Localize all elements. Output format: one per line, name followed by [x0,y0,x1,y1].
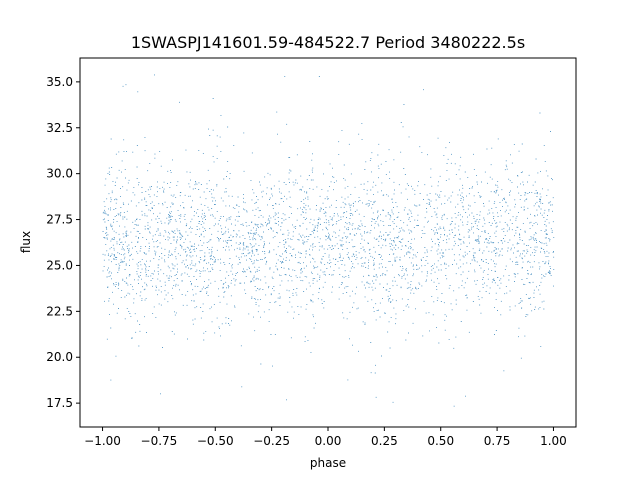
y-tick-label: 20.0 [46,350,73,364]
x-axis: −1.00 −0.75 −0.50 −0.25 0.00 0.25 0.50 0.75 1.00 [84,427,567,448]
x-tick-label: −0.75 [141,434,178,448]
x-axis-label: phase [310,456,346,470]
scatter-points [102,74,555,407]
y-tick-label: 32.5 [46,121,73,135]
x-tick-label: 0.50 [427,434,454,448]
y-tick-label: 30.0 [46,167,73,181]
y-tick-label: 25.0 [46,258,73,272]
chart-title: 1SWASPJ141601.59-484522.7 Period 3480222… [131,33,525,52]
x-tick-label: 0.25 [371,434,398,448]
x-tick-label: −1.00 [84,434,121,448]
x-tick-label: −0.50 [197,434,234,448]
y-tick-label: 27.5 [46,213,73,227]
y-tick-label: 17.5 [46,396,73,410]
y-tick-label: 22.5 [46,304,73,318]
y-axis-label: flux [19,231,33,253]
x-tick-label: −0.25 [253,434,290,448]
y-axis: 17.5 20.0 22.5 25.0 27.5 30.0 32.5 35.0 [46,75,80,410]
x-tick-label: 1.00 [540,434,567,448]
x-tick-label: 0.00 [315,434,342,448]
x-tick-label: 0.75 [484,434,511,448]
plot-frame [79,57,577,428]
data-points [102,74,555,407]
y-tick-label: 35.0 [46,75,73,89]
